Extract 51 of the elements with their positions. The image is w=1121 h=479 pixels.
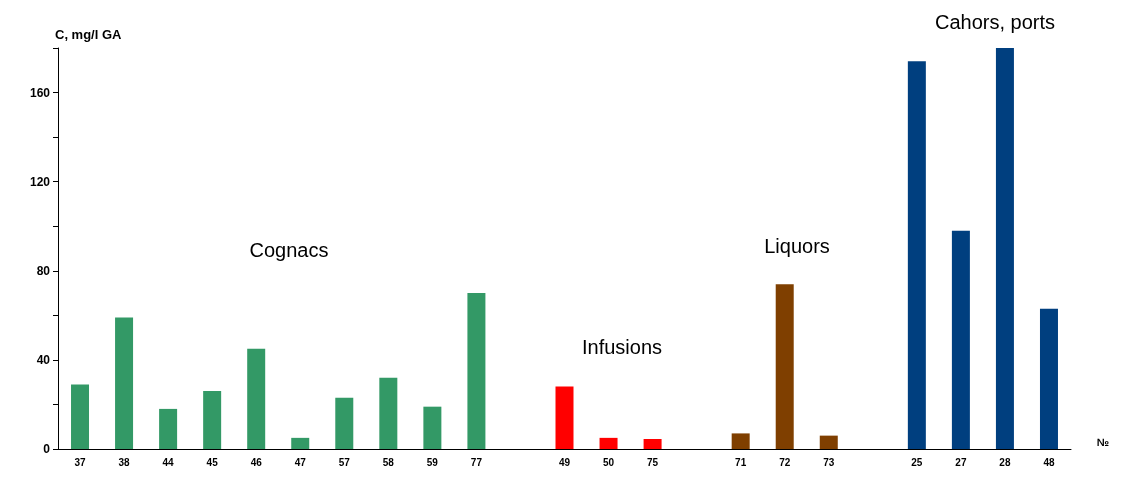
annotation: Infusions <box>581 336 663 358</box>
y-tick-label: 160 <box>29 85 51 100</box>
x-tick-label: 77 <box>470 456 483 468</box>
bar <box>379 377 398 449</box>
x-tick-label: 48 <box>1043 456 1055 468</box>
bar <box>951 230 970 449</box>
x-tick-label: 50 <box>602 456 615 468</box>
annotation: Liquors <box>764 235 830 257</box>
bar <box>599 437 618 449</box>
x-tick-label: 45 <box>206 456 219 468</box>
x-tick-label: 28 <box>999 456 1011 468</box>
bar <box>467 293 486 449</box>
y-tick-label: 80 <box>36 263 51 278</box>
x-tick-label: 46 <box>250 456 263 468</box>
x-tick-label: 38 <box>118 456 131 468</box>
x-tick-label: 72 <box>779 456 791 468</box>
x-tick-label: 47 <box>294 456 307 468</box>
x-tick-label: 71 <box>735 456 747 468</box>
bar <box>423 406 442 449</box>
bar <box>335 397 354 449</box>
x-tick-label: 57 <box>338 456 351 468</box>
y-axis-title: C, mg/l GA <box>55 27 123 42</box>
bar <box>203 391 222 449</box>
x-tick-label: 37 <box>74 456 87 468</box>
bar <box>1039 308 1058 449</box>
y-tick-label: 0 <box>43 442 51 456</box>
bar <box>643 438 662 449</box>
bar <box>555 386 574 449</box>
annotation: Cognacs <box>249 239 329 261</box>
x-tick-label: 75 <box>647 456 659 468</box>
y-tick-label: 120 <box>29 174 51 189</box>
bar <box>291 437 310 449</box>
bar <box>819 435 838 449</box>
x-axis-title: № <box>1096 435 1109 448</box>
bar <box>731 433 750 449</box>
x-tick-label: 59 <box>426 456 439 468</box>
y-tick-label: 40 <box>36 352 51 367</box>
x-tick-label: 58 <box>382 456 395 468</box>
text: Cahors, ports <box>934 11 1056 33</box>
x-tick-label: 49 <box>558 456 571 468</box>
bar <box>159 408 178 449</box>
bar <box>907 61 926 449</box>
bar <box>115 317 134 449</box>
bar <box>995 48 1014 449</box>
x-tick-label: 25 <box>911 456 923 468</box>
x-tick-label: 44 <box>162 456 175 468</box>
x-tick-label: 73 <box>823 456 835 468</box>
bar <box>71 384 90 449</box>
bar <box>775 284 794 449</box>
x-tick-label: 27 <box>955 456 967 468</box>
bar <box>247 348 266 449</box>
